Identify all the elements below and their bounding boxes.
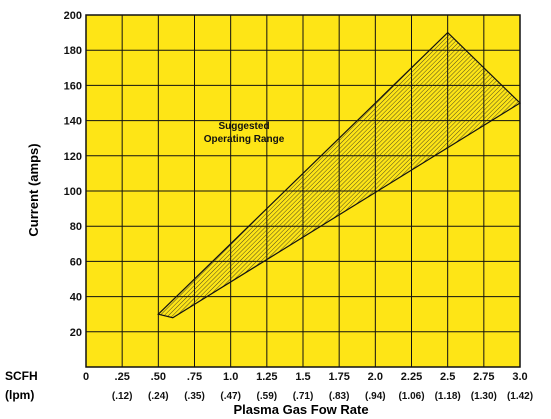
y-tick-label: 80 — [70, 221, 82, 233]
annotation-line-2: Operating Range — [204, 134, 285, 145]
x-tick-label-lpm: (.71) — [293, 391, 314, 402]
x-axis-title: Plasma Gas Fow Rate — [233, 402, 368, 417]
y-tick-label: 40 — [70, 292, 82, 304]
y-tick-label: 100 — [64, 186, 82, 198]
x-tick-label: .25 — [115, 371, 130, 383]
y-tick-label: 200 — [64, 10, 82, 22]
x-tick-labels: 0 .25 .50 .75 1.0 1.25 1.5 1.75 2.0 2.25 2.5 2.75 3.… — [83, 371, 528, 383]
x-tick-label: .75 — [187, 371, 202, 383]
y-tick-label: 20 — [70, 327, 82, 339]
x-tick-labels-lpm: (.12) (.24) (.35) (.47) (.59) (.71) (.83) (.94)… — [112, 391, 533, 402]
annotation-line-1: Suggested — [218, 121, 269, 132]
y-tick-label: 160 — [64, 80, 82, 92]
x-tick-label: 1.75 — [328, 371, 349, 383]
x-tick-label-lpm: (1.06) — [398, 391, 424, 402]
y-axis-title: Current (amps) — [26, 143, 41, 236]
y-tick-label: 120 — [64, 151, 82, 163]
x-tick-label: 1.5 — [295, 371, 310, 383]
x-tick-label: 0 — [83, 371, 89, 383]
x-tick-label-lpm: (.35) — [184, 391, 205, 402]
x-tick-label: 2.0 — [368, 371, 383, 383]
x-tick-label: 1.0 — [223, 371, 238, 383]
x-unit-label-scfh: SCFH — [5, 369, 38, 383]
x-tick-label: 3.0 — [512, 371, 527, 383]
x-tick-label-lpm: (.47) — [220, 391, 241, 402]
y-tick-labels: 20 40 60 80 100 120 140 160 180 200 — [64, 10, 82, 339]
x-tick-label: 2.75 — [473, 371, 494, 383]
x-tick-label: 2.25 — [401, 371, 422, 383]
x-tick-label: 1.25 — [256, 371, 277, 383]
x-tick-label: 2.5 — [440, 371, 455, 383]
y-tick-label: 180 — [64, 45, 82, 57]
x-tick-label-lpm: (1.42) — [507, 391, 533, 402]
x-tick-label-lpm: (.94) — [365, 391, 386, 402]
x-tick-label-lpm: (.59) — [257, 391, 278, 402]
x-tick-label-lpm: (.24) — [148, 391, 169, 402]
x-unit-label-lpm: (lpm) — [5, 388, 34, 402]
x-tick-label-lpm: (.12) — [112, 391, 133, 402]
plot-frame — [85, 14, 521, 368]
x-tick-label-lpm: (.83) — [329, 391, 350, 402]
x-tick-label-lpm: (1.30) — [471, 391, 497, 402]
y-tick-label: 140 — [64, 116, 82, 128]
y-tick-label: 60 — [70, 256, 82, 268]
x-tick-label: .50 — [151, 371, 166, 383]
x-tick-label-lpm: (1.18) — [435, 391, 461, 402]
